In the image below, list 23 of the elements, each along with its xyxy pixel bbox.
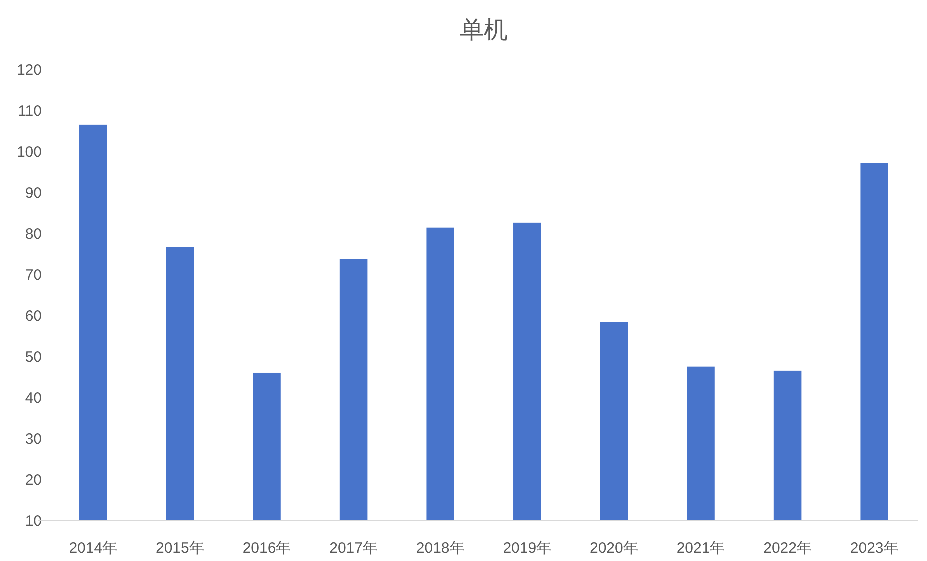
y-tick-label: 50 — [25, 349, 42, 366]
x-tick-label: 2021年 — [676, 540, 726, 557]
x-tick-label: 2022年 — [764, 540, 812, 557]
x-tick-label: 2015年 — [156, 540, 204, 557]
x-tick-label: 2014年 — [69, 540, 118, 557]
y-tick-label: 110 — [18, 103, 42, 120]
y-tick-label: 40 — [25, 390, 42, 407]
x-tick-label: 2016年 — [242, 540, 292, 557]
y-tick-label: 60 — [25, 308, 42, 325]
y-tick-label: 90 — [25, 185, 42, 202]
y-tick-label: 80 — [25, 226, 42, 243]
chart-title: 单机 — [460, 17, 508, 44]
y-tick-label: 20 — [25, 472, 42, 489]
x-tick-label: 2020年 — [590, 540, 638, 557]
y-tick-label: 30 — [25, 431, 42, 448]
x-tick-label: 2023年 — [850, 540, 899, 557]
y-tick-label: 70 — [25, 267, 42, 284]
x-tick-label: 2019年 — [503, 540, 552, 557]
y-tick-label: 120 — [16, 62, 42, 79]
y-tick-label: 100 — [16, 144, 42, 161]
x-tick-label: 2018年 — [416, 540, 465, 557]
y-tick-label: 10 — [25, 513, 42, 530]
x-tick-label: 2017年 — [330, 540, 378, 557]
